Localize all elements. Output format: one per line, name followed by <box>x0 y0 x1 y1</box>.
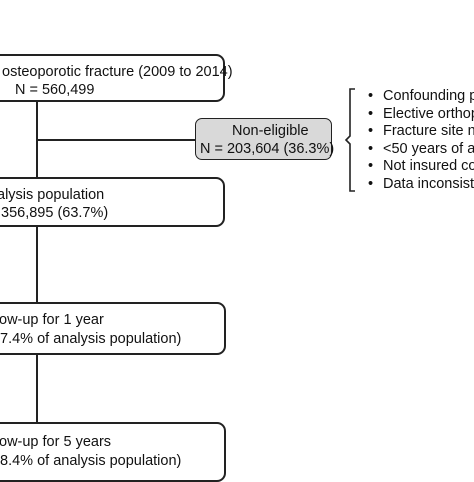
followup-5y-line1: ow-up for 5 years <box>0 434 112 450</box>
exclusion-item: Not insured cont <box>356 158 474 176</box>
box-non-eligible: Non-eligible N = 203,604 (36.3%) <box>195 118 335 160</box>
box-total-line2: N = 560,499 <box>15 82 95 98</box>
followup-5y-line2: 8.4% of analysis population) <box>0 453 182 469</box>
exclusion-item: <50 years of age <box>356 141 474 159</box>
analysis-line1: alysis population <box>0 187 105 203</box>
flow-connector-branch <box>36 139 196 141</box>
exclusion-item: Data inconsister <box>356 176 474 194</box>
exclusion-item: Confounding pa <box>356 88 474 106</box>
box-total-line1: osteoporotic fracture (2009 to 2014) <box>2 64 233 80</box>
analysis-line2: 356,895 (63.7%) <box>1 205 109 221</box>
box-followup-1-year: ow-up for 1 year 7.4% of analysis popula… <box>0 302 226 355</box>
exclusion-item: Fracture site not <box>356 123 474 141</box>
box-analysis-population: alysis population 356,895 (63.7%) <box>0 177 225 227</box>
followup-1y-line1: ow-up for 1 year <box>0 312 104 328</box>
exclusion-reasons-list: Confounding pa Elective orthopa Fracture… <box>356 88 474 193</box>
exclusion-bracket <box>344 88 355 192</box>
exclusion-item: Elective orthopa <box>356 106 474 124</box>
box-total-fractures: osteoporotic fracture (2009 to 2014) N =… <box>0 54 233 102</box>
flow-connector-main <box>36 101 38 423</box>
followup-1y-line2: 7.4% of analysis population) <box>0 331 182 347</box>
non-eligible-title: Non-eligible <box>232 123 309 139</box>
box-followup-5-years: ow-up for 5 years 8.4% of analysis popul… <box>0 422 226 482</box>
non-eligible-count: N = 203,604 (36.3%) <box>200 141 335 157</box>
